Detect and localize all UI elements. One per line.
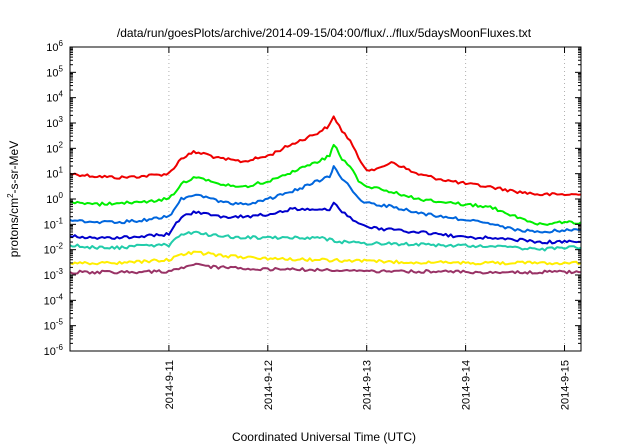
x-tick-label: 2014-9-14 (461, 360, 473, 410)
x-tick-label: 2014-9-12 (263, 360, 275, 410)
y-tick-label: 106 (46, 39, 63, 54)
x-tick-label: 2014-9-15 (560, 360, 572, 410)
y-tick-label: 101 (46, 166, 63, 181)
y-tick-label: 10-3 (44, 267, 64, 282)
y-tick-label: 103 (46, 115, 63, 130)
x-tick-label: 2014-9-13 (362, 360, 374, 410)
x-axis-ticks: 2014-9-11 2014-9-12 2014-9-13 2014-9-14 2014… (164, 47, 572, 410)
series-line (69, 115, 582, 197)
y-tick-label: 10-5 (44, 318, 64, 333)
y-tick-label: 104 (46, 90, 63, 105)
grid-layer (168, 47, 566, 351)
series-line (69, 201, 582, 245)
y-tick-label: 10-1 (44, 216, 64, 231)
x-axis-label: Coordinated Universal Time (UTC) (232, 430, 416, 444)
y-tick-label: 105 (46, 64, 63, 79)
y-tick-label: 100 (46, 191, 63, 206)
y-tick-label: 10-6 (44, 343, 64, 358)
y-axis-label: protons/cm2-s-sr-MeV (6, 141, 21, 257)
y-axis-label-exponent: 2 (6, 193, 15, 198)
series-line (69, 143, 582, 226)
series-line (69, 262, 581, 275)
y-tick-label: 102 (46, 140, 63, 155)
series-line (69, 165, 582, 234)
series-layer (69, 115, 582, 275)
series-line (69, 230, 582, 252)
y-tick-label: 10-2 (44, 242, 64, 257)
chart-title: /data/run/goesPlots/archive/2014-09-15/0… (117, 26, 532, 40)
plot-frame (69, 46, 582, 352)
y-axis-ticks: 10-6 10-5 10-4 10-3 10-2 10-1 100 101 102 103 104 1… (44, 39, 581, 358)
y-tick-label: 10-4 (44, 292, 64, 307)
series-line (69, 250, 582, 266)
y-axis-label-rest: -s-sr-MeV (7, 141, 21, 194)
y-axis-label-main: protons/cm (7, 198, 21, 257)
x-tick-label: 2014-9-11 (164, 360, 176, 409)
